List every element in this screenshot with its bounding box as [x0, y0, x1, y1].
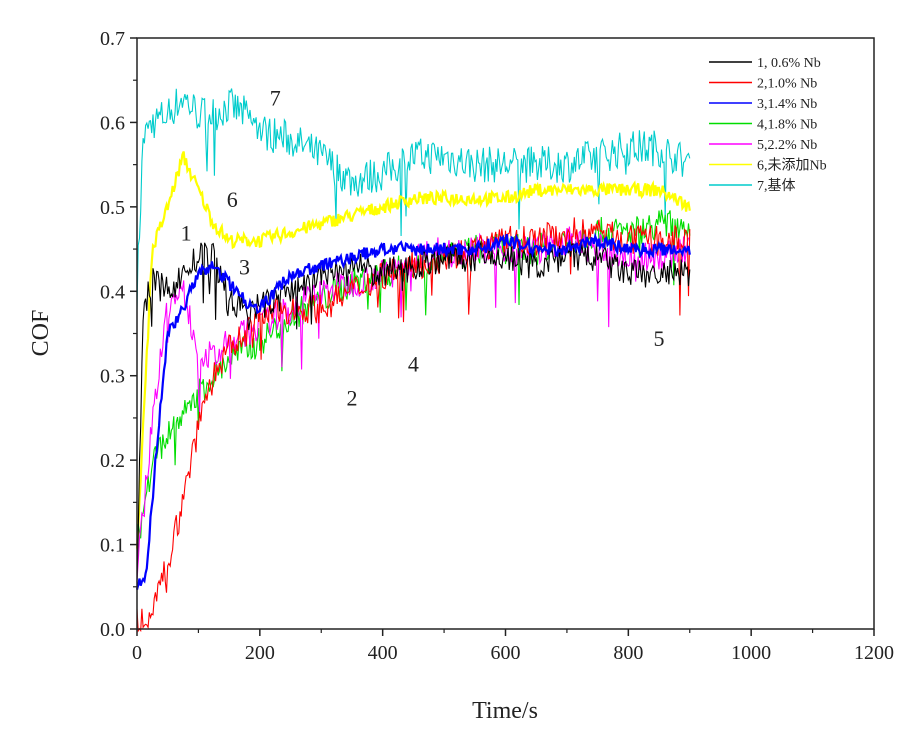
curve-label: 2: [346, 385, 357, 410]
x-axis-label: Time/s: [472, 698, 538, 724]
legend-label: 5,2.2% Nb: [757, 138, 817, 153]
annotations: 1 2 3 4 5 6 7: [181, 86, 665, 411]
curve-label: 1: [181, 221, 192, 246]
y-tick-label: 0.5: [100, 197, 125, 219]
y-tick-label: 0.2: [100, 450, 125, 472]
axis-ticks: 0 200 400 600 800 1000 1200 0.0 0.1 0.2 0.3 0.4 0.5 0…: [100, 28, 894, 664]
legend-label: 3,1.4% Nb: [757, 97, 817, 112]
y-tick-label: 0.6: [100, 112, 125, 134]
series-layer: [135, 88, 691, 633]
x-tick-label: 0: [132, 642, 142, 664]
y-axis-label: COF: [28, 310, 54, 357]
series-line-6: [135, 151, 691, 549]
legend-label: 2,1.0% Nb: [757, 77, 817, 92]
x-tick-label: 1000: [731, 642, 771, 664]
x-tick-label: 1200: [854, 642, 894, 664]
curve-label: 6: [227, 187, 238, 212]
series-line-5: [136, 226, 690, 581]
legend-label: 6,未添加Nb: [757, 158, 827, 174]
curve-label: 3: [239, 254, 250, 279]
series-line-1: [136, 240, 691, 582]
y-tick-label: 0.1: [100, 535, 125, 557]
legend-label: 4,1.8% Nb: [757, 118, 817, 133]
x-tick-label: 800: [613, 642, 643, 664]
x-tick-label: 600: [491, 642, 521, 664]
series-line-7: [136, 88, 691, 310]
series-line-3: [135, 232, 691, 590]
curve-label: 5: [654, 326, 665, 351]
curve-label: 4: [408, 351, 419, 376]
x-tick-label: 200: [245, 642, 275, 664]
y-tick-label: 0.0: [100, 619, 125, 641]
y-tick-label: 0.7: [100, 28, 125, 50]
x-tick-label: 400: [368, 642, 398, 664]
series-line-2: [136, 217, 691, 633]
legend-label: 7,基体: [757, 177, 796, 194]
curve-label: 7: [270, 86, 281, 111]
legend-label: 1, 0.6% Nb: [757, 56, 821, 71]
legend: 1, 0.6% Nb 2,1.0% Nb 3,1.4% Nb 4,1.8% Nb 5,2…: [709, 56, 827, 194]
y-tick-label: 0.4: [100, 281, 125, 303]
y-tick-label: 0.3: [100, 366, 125, 388]
